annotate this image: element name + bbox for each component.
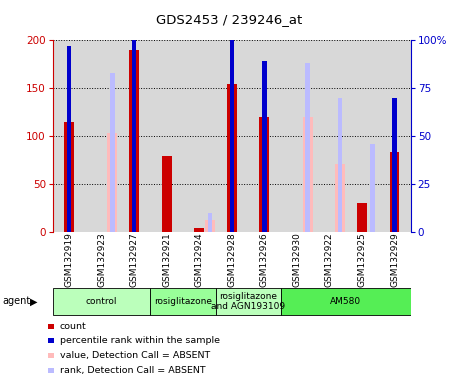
Bar (162, 157, 172, 232)
Text: rank, Detection Call = ABSENT: rank, Detection Call = ABSENT (60, 366, 205, 375)
Bar (67, 46, 71, 232)
Bar (305, 63, 310, 232)
Text: percentile rank within the sample: percentile rank within the sample (60, 336, 220, 346)
Bar (390, 152, 399, 232)
Bar (338, 98, 342, 232)
Bar (216, 288, 280, 315)
Text: GSM132929: GSM132929 (390, 232, 399, 287)
Bar (107, 134, 117, 232)
Bar (151, 288, 216, 315)
Bar (132, 27, 136, 232)
Text: GSM132921: GSM132921 (162, 232, 171, 287)
Text: GSM132924: GSM132924 (195, 232, 204, 287)
Text: GSM132928: GSM132928 (227, 232, 236, 287)
Bar (194, 227, 204, 232)
Text: GDS2453 / 239246_at: GDS2453 / 239246_at (157, 13, 302, 26)
Text: GSM132930: GSM132930 (292, 232, 302, 287)
Text: GSM132927: GSM132927 (129, 232, 139, 287)
Text: GSM132925: GSM132925 (358, 232, 366, 287)
Bar (392, 98, 397, 232)
Bar (357, 203, 367, 232)
Text: ▶: ▶ (30, 296, 37, 306)
Bar (53, 288, 151, 315)
Text: AM580: AM580 (330, 297, 361, 306)
Bar (208, 213, 212, 232)
Text: count: count (60, 322, 86, 331)
Bar (280, 288, 411, 315)
Bar (205, 220, 215, 232)
Text: GSM132923: GSM132923 (97, 232, 106, 287)
Text: GSM132926: GSM132926 (260, 232, 269, 287)
Bar (129, 50, 139, 232)
Bar (64, 122, 74, 232)
Text: agent: agent (2, 296, 31, 306)
Bar (370, 144, 375, 232)
Text: rosiglitazone: rosiglitazone (154, 297, 212, 306)
Bar (230, 38, 234, 232)
Text: rosiglitazone
and AGN193109: rosiglitazone and AGN193109 (211, 292, 285, 311)
Text: GSM132919: GSM132919 (65, 232, 73, 287)
Text: value, Detection Call = ABSENT: value, Detection Call = ABSENT (60, 351, 210, 360)
Text: control: control (86, 297, 118, 306)
Bar (259, 117, 269, 232)
Bar (335, 164, 345, 232)
Bar (303, 117, 313, 232)
Bar (110, 73, 115, 232)
Text: GSM132922: GSM132922 (325, 232, 334, 287)
Bar (227, 84, 237, 232)
Bar (262, 61, 267, 232)
